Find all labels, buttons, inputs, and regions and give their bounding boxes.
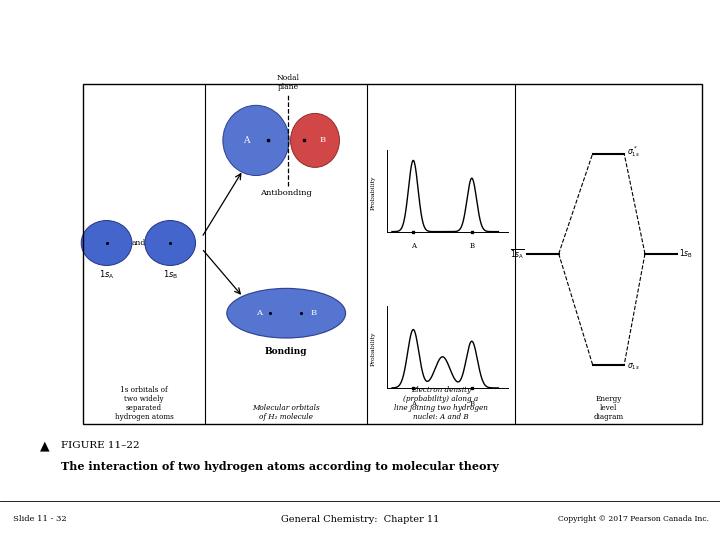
Ellipse shape [145,220,196,266]
Text: $\overline{1s_{\mathrm{A}}}$: $\overline{1s_{\mathrm{A}}}$ [510,247,525,261]
Text: Energy
level
diagram: Energy level diagram [593,395,624,421]
Text: Probability: Probability [370,332,375,366]
Text: Bonding: Bonding [265,347,307,356]
Text: General Chemistry:  Chapter 11: General Chemistry: Chapter 11 [281,515,439,524]
Ellipse shape [290,113,340,167]
Text: B: B [469,400,474,408]
Ellipse shape [81,220,132,266]
Text: 1s orbitals of
two widely
separated
hydrogen atoms: 1s orbitals of two widely separated hydr… [114,386,174,421]
Text: Copyright © 2017 Pearson Canada Inc.: Copyright © 2017 Pearson Canada Inc. [558,516,709,523]
Text: A: A [243,136,250,145]
Text: B: B [319,137,325,144]
Text: B: B [310,309,317,317]
Text: $1s_{\mathrm{B}}$: $1s_{\mathrm{B}}$ [163,269,178,281]
Text: $\sigma^*_{1s}$: $\sigma^*_{1s}$ [627,144,640,159]
Text: and: and [131,239,145,247]
Text: Nodal
plane: Nodal plane [277,73,300,91]
Text: Electron density
(probability) along a
line joining two hydrogen
nuclei: A and B: Electron density (probability) along a l… [394,386,488,421]
Text: ▲: ▲ [40,439,49,452]
Text: Slide 11 - 32: Slide 11 - 32 [13,516,66,523]
Text: $\sigma_{1s}$: $\sigma_{1s}$ [627,362,640,373]
Ellipse shape [223,105,289,176]
Text: $1s_{\mathrm{A}}$: $1s_{\mathrm{A}}$ [99,269,114,281]
Text: A: A [410,242,415,251]
Text: B: B [469,242,474,251]
Text: A: A [256,309,262,317]
Text: Probability: Probability [370,175,375,210]
Ellipse shape [227,288,346,338]
Text: The interaction of two hydrogen atoms according to molecular theory: The interaction of two hydrogen atoms ac… [61,461,499,471]
Text: Antibonding: Antibonding [260,189,312,197]
Text: Molecular orbitals
of H₂ molecule: Molecular orbitals of H₂ molecule [252,404,320,421]
Text: A: A [410,400,415,408]
Bar [83,84,702,424]
Text: $1s_{\mathrm{B}}$: $1s_{\mathrm{B}}$ [679,247,693,260]
Text: FIGURE 11–22: FIGURE 11–22 [61,441,140,450]
